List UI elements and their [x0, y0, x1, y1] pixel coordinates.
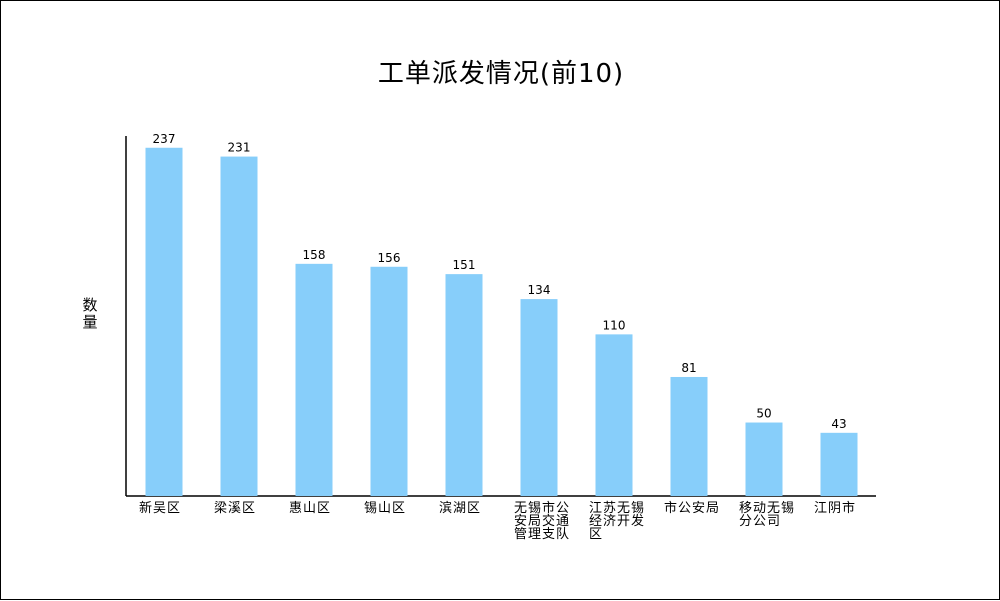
data-label: 231 — [228, 141, 251, 155]
data-label: 156 — [378, 251, 401, 265]
x-tick-label: 移动无锡分公司 — [739, 501, 796, 529]
y-axis-label: 数量 — [82, 296, 98, 331]
x-tick-label: 梁溪区 — [214, 501, 257, 516]
bar — [670, 376, 708, 496]
x-tick-label: 滨湖区 — [439, 501, 482, 516]
bar — [295, 263, 333, 496]
data-label: 110 — [603, 318, 626, 332]
data-label: 134 — [528, 283, 551, 297]
x-tick-label: 无锡市公安局交通管理支队 — [514, 501, 571, 542]
data-label: 237 — [153, 132, 176, 146]
bar — [520, 299, 558, 496]
bar — [595, 334, 633, 496]
bar — [370, 266, 408, 496]
bar — [820, 432, 858, 496]
data-label: 158 — [303, 248, 326, 262]
x-tick-label: 锡山区 — [364, 501, 407, 516]
x-tick-label: 惠山区 — [289, 501, 332, 516]
chart-title: 工单派发情况(前10) — [377, 59, 625, 89]
bar — [745, 422, 783, 496]
data-label: 151 — [453, 258, 476, 272]
bar — [220, 156, 258, 497]
data-label: 50 — [756, 407, 771, 421]
bar — [145, 147, 183, 496]
data-label: 43 — [831, 417, 846, 431]
x-tick-label: 新吴区 — [139, 501, 182, 516]
x-tick-label: 市公安局 — [664, 501, 721, 516]
data-label: 81 — [681, 361, 696, 375]
x-tick-label: 江苏无锡经济开发区 — [589, 501, 646, 542]
x-tick-label: 江阴市 — [814, 501, 857, 516]
bar — [445, 274, 483, 496]
